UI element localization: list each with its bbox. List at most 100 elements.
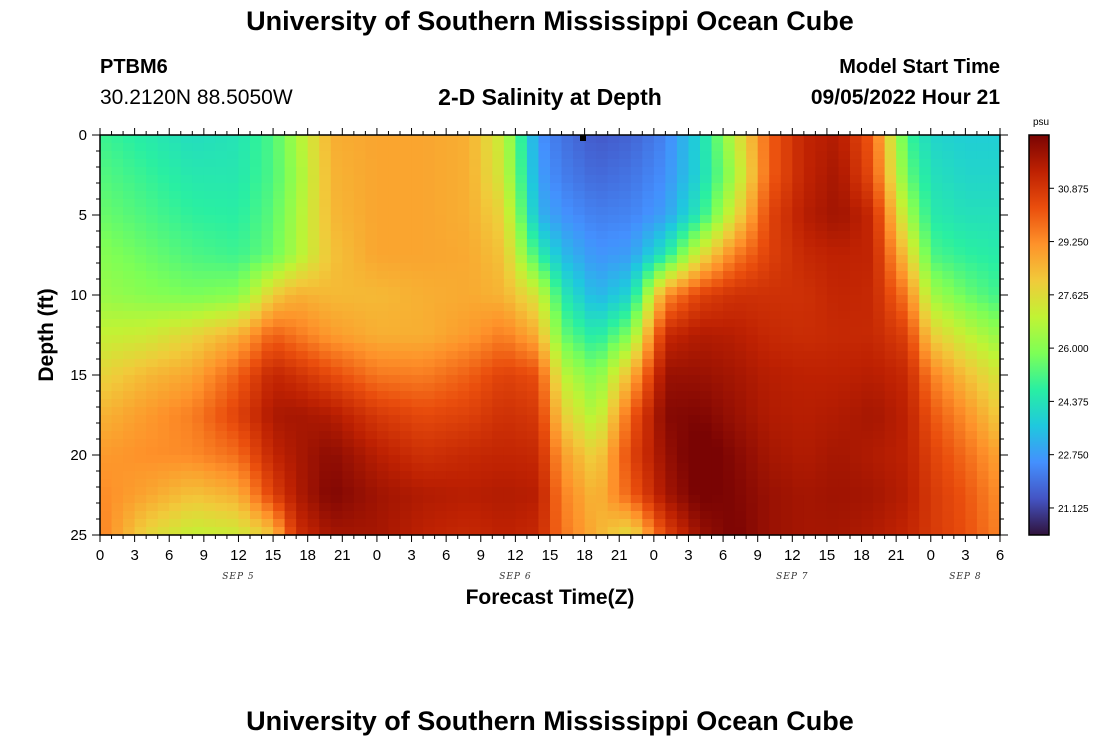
heat-cell <box>330 439 343 448</box>
heat-cell <box>457 191 470 200</box>
heat-cell <box>919 375 932 384</box>
heat-cell <box>976 167 990 176</box>
heat-cell <box>642 239 655 248</box>
heat-cell <box>215 319 228 328</box>
heat-cell <box>873 215 886 224</box>
heat-cell <box>884 159 897 168</box>
heat-cell <box>480 463 493 472</box>
heat-cell <box>596 327 609 336</box>
heat-cell <box>319 391 332 400</box>
heat-cell <box>100 303 113 312</box>
heat-cell <box>457 343 470 352</box>
heat-cell <box>700 327 713 336</box>
heat-cell <box>665 287 678 296</box>
heat-cell <box>792 247 805 256</box>
heat-cell <box>861 143 874 152</box>
heat-cell <box>111 343 124 352</box>
heat-cell <box>907 327 920 336</box>
heat-cell <box>688 519 701 528</box>
heat-cell <box>930 391 943 400</box>
heat-cell <box>896 511 909 520</box>
heat-cell <box>480 247 493 256</box>
heat-cell <box>930 239 943 248</box>
heat-cell <box>169 391 182 400</box>
heat-cell <box>296 247 309 256</box>
heat-cell <box>953 407 966 416</box>
heat-cell <box>850 439 863 448</box>
heat-cell <box>388 359 401 368</box>
heat-cell <box>169 471 182 480</box>
heat-cell <box>630 463 643 472</box>
heat-cell <box>192 239 205 248</box>
heat-cell <box>803 487 816 496</box>
heat-cell <box>573 143 586 152</box>
heat-cell <box>457 151 470 160</box>
heat-cell <box>180 399 193 408</box>
heat-cell <box>296 191 309 200</box>
heat-cell <box>353 391 366 400</box>
heat-cell <box>953 495 966 504</box>
heat-cell <box>746 239 759 248</box>
heat-cell <box>884 279 897 288</box>
heat-cell <box>319 255 332 264</box>
heat-cell <box>526 423 540 432</box>
heat-cell <box>919 519 932 528</box>
heat-cell <box>273 431 286 440</box>
heat-cell <box>769 303 782 312</box>
heat-cell <box>284 463 297 472</box>
heat-cell <box>584 199 597 208</box>
heat-cell <box>319 199 332 208</box>
heat-cell <box>780 303 793 312</box>
heat-cell <box>203 199 216 208</box>
heat-cell <box>734 487 747 496</box>
heat-cell <box>215 159 228 168</box>
heat-cell <box>550 511 563 520</box>
heat-cell <box>342 231 355 240</box>
heat-cell <box>619 391 632 400</box>
heat-cell <box>665 247 678 256</box>
heat-cell <box>550 223 563 232</box>
heat-cell <box>988 167 1001 176</box>
heat-cell <box>423 527 436 536</box>
heat-cell <box>907 231 920 240</box>
heat-cell <box>642 215 655 224</box>
heat-cell <box>619 303 632 312</box>
y-axis-title: Depth (ft) <box>35 288 58 381</box>
heat-cell <box>826 319 840 328</box>
heat-cell <box>376 143 390 152</box>
heat-cell <box>319 519 332 528</box>
heat-cell <box>342 495 355 504</box>
heat-cell <box>515 167 528 176</box>
heat-cell <box>123 271 136 280</box>
heat-cell <box>930 479 943 488</box>
heat-cell <box>284 183 297 192</box>
heat-cell <box>734 271 747 280</box>
heat-cell <box>976 367 990 376</box>
heat-cell <box>434 495 447 504</box>
heat-cell <box>284 415 297 424</box>
heat-cell <box>330 247 343 256</box>
heat-cell <box>446 135 459 144</box>
heat-cell <box>330 143 343 152</box>
heat-cell <box>250 375 263 384</box>
heat-cell <box>988 311 1001 320</box>
heat-cell <box>561 455 574 464</box>
heat-cell <box>538 175 551 184</box>
heat-cell <box>330 175 343 184</box>
heat-cell <box>284 207 297 216</box>
heat-cell <box>630 247 643 256</box>
heat-cell <box>538 343 551 352</box>
heat-cell <box>100 367 113 376</box>
heat-cell <box>469 327 482 336</box>
heat-cell <box>711 471 724 480</box>
heat-cell <box>965 511 978 520</box>
heat-cell <box>284 215 297 224</box>
heat-cell <box>630 431 643 440</box>
heat-cell <box>538 263 551 272</box>
heat-cell <box>596 415 609 424</box>
heat-cell <box>930 303 943 312</box>
x-tick-label: 6 <box>719 547 727 564</box>
heat-cell <box>480 367 493 376</box>
heat-cell <box>111 407 124 416</box>
heat-cell <box>711 519 724 528</box>
